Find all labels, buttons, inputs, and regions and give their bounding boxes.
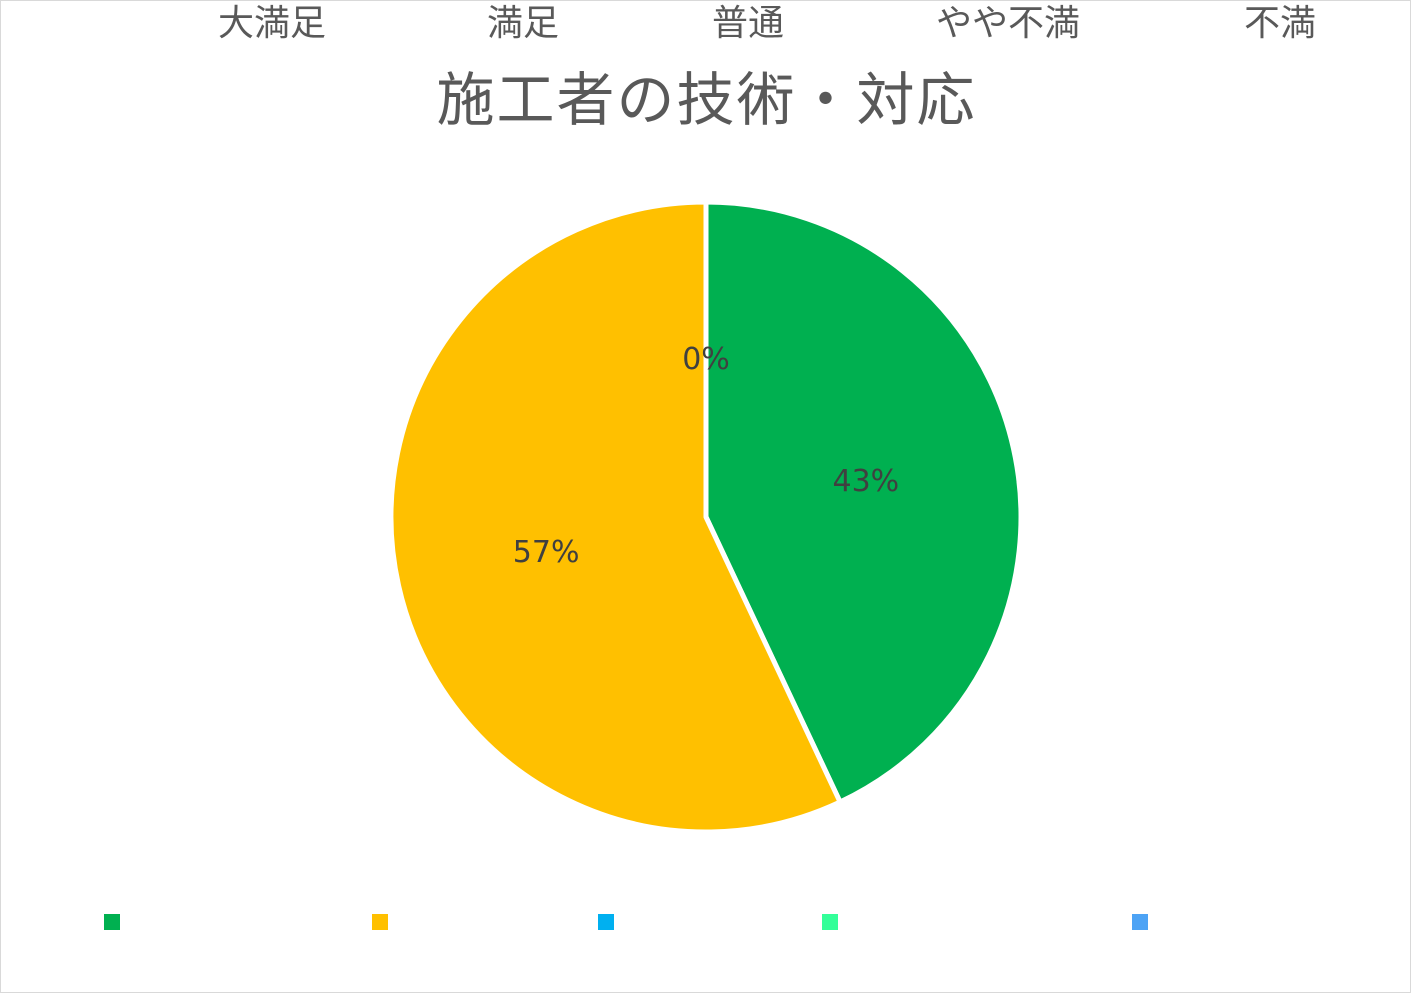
legend-item-1[interactable]	[104, 898, 120, 946]
pie-slice-2	[388, 199, 843, 835]
legend-item-3[interactable]	[598, 898, 614, 946]
legend-swatch-5	[1132, 914, 1148, 930]
legend-item-5[interactable]	[1132, 898, 1148, 946]
legend-swatch-3	[598, 914, 614, 930]
legend-swatch-4	[822, 914, 838, 930]
data-label-2: 57%	[513, 535, 580, 570]
legend-item-4[interactable]	[822, 898, 838, 946]
legend-swatch-2	[372, 914, 388, 930]
pie-slice-1	[703, 199, 1024, 805]
data-label-3: 0%	[682, 342, 730, 377]
legend-swatch-1	[104, 914, 120, 930]
data-label-1: 43%	[833, 464, 900, 499]
chart-title: 施工者の技術・対応	[436, 66, 977, 134]
legend-item-2[interactable]	[372, 898, 388, 946]
